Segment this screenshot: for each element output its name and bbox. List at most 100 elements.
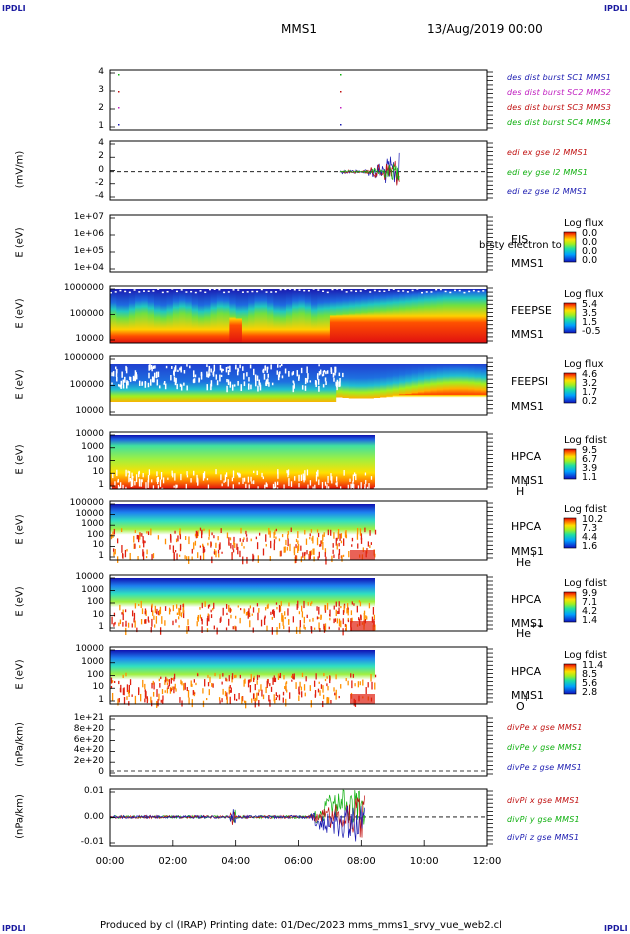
data-speck <box>392 288 395 290</box>
data-speck <box>206 698 208 701</box>
data-speck <box>170 688 172 692</box>
data-speck <box>352 474 354 482</box>
data-speck <box>127 470 129 474</box>
data-speck <box>318 371 321 376</box>
data-speck <box>145 482 147 489</box>
spectrogram-column <box>468 289 476 343</box>
data-speck <box>199 614 201 619</box>
instrument-label: HPCA <box>511 449 542 463</box>
data-speck <box>176 383 178 390</box>
data-speck <box>131 472 133 481</box>
data-speck <box>268 695 270 702</box>
data-speck <box>248 377 250 382</box>
data-speck <box>273 531 275 539</box>
data-speck <box>347 617 349 622</box>
burst-marker <box>118 107 120 109</box>
data-speck <box>114 291 117 293</box>
data-speck <box>245 612 248 616</box>
data-speck <box>208 689 210 696</box>
data-speck <box>250 673 252 682</box>
data-speck <box>280 601 282 606</box>
spectrogram-column <box>361 289 369 343</box>
data-speck <box>332 372 335 378</box>
data-speck <box>178 554 181 557</box>
data-speck <box>169 533 172 541</box>
data-speck <box>323 673 325 677</box>
data-speck <box>201 602 203 609</box>
data-speck <box>208 536 210 540</box>
data-speck <box>231 384 234 391</box>
data-speck <box>275 692 277 697</box>
data-speck <box>122 609 124 614</box>
data-speck <box>264 615 266 619</box>
legend-entry: divPi z gse MMS1 <box>507 833 580 842</box>
data-speck <box>134 603 137 609</box>
data-speck <box>217 549 220 554</box>
legend-entry: divPe x gse MMS1 <box>507 723 583 732</box>
data-speck <box>175 604 178 609</box>
data-speck <box>344 623 347 627</box>
data-speck <box>463 291 466 294</box>
y-tick-label: 1e+06 <box>73 229 104 239</box>
data-speck <box>272 483 275 489</box>
data-speck <box>164 606 167 611</box>
data-speck <box>126 380 128 384</box>
data-speck <box>195 682 197 686</box>
data-speck <box>305 538 308 545</box>
spectrogram-column <box>411 364 419 415</box>
data-speck <box>332 543 334 548</box>
data-speck <box>271 616 273 620</box>
data-speck <box>402 290 405 292</box>
data-speck <box>201 529 203 535</box>
colorbar-value: 0.0 <box>582 246 598 258</box>
data-speck <box>243 700 246 703</box>
data-speck <box>266 680 268 688</box>
data-speck <box>113 623 115 627</box>
data-speck <box>194 374 197 378</box>
data-speck <box>218 697 221 701</box>
data-speck <box>318 385 320 392</box>
data-speck <box>256 290 259 293</box>
data-speck <box>164 383 167 390</box>
data-speck <box>307 484 309 490</box>
spectrogram-column <box>455 364 463 415</box>
data-speck <box>372 607 375 615</box>
data-speck <box>158 609 161 616</box>
data-speck <box>140 600 142 609</box>
data-speck <box>168 607 171 615</box>
data-speck <box>306 380 309 383</box>
data-speck <box>284 611 286 616</box>
data-speck <box>312 288 315 290</box>
data-speck <box>364 288 367 290</box>
data-speck <box>307 602 309 606</box>
data-speck <box>278 675 280 679</box>
data-speck <box>232 470 235 479</box>
data-speck <box>140 479 142 487</box>
data-speck <box>208 369 210 377</box>
spectrogram-column <box>141 364 149 415</box>
data-speck <box>158 610 160 616</box>
colorbar-title: Log flux <box>564 289 604 300</box>
data-speck <box>351 484 354 489</box>
data-speck <box>208 604 211 607</box>
data-speck <box>113 612 116 617</box>
data-speck <box>374 674 377 678</box>
data-speck <box>279 551 281 557</box>
data-speck <box>133 618 135 623</box>
data-speck <box>186 686 188 692</box>
data-speck <box>340 533 343 539</box>
data-speck <box>167 679 169 682</box>
spectrogram-column <box>392 289 400 343</box>
data-speck <box>324 678 327 682</box>
species-charge-label: + <box>523 694 530 703</box>
data-speck <box>254 683 256 691</box>
data-speck <box>319 544 321 547</box>
data-speck <box>274 530 276 535</box>
data-speck <box>331 555 333 563</box>
data-speck <box>245 700 247 709</box>
spectrogram-column <box>172 289 180 343</box>
data-speck <box>309 533 311 537</box>
data-speck <box>142 549 144 555</box>
spectrogram-column <box>367 364 375 415</box>
data-speck <box>202 472 205 481</box>
